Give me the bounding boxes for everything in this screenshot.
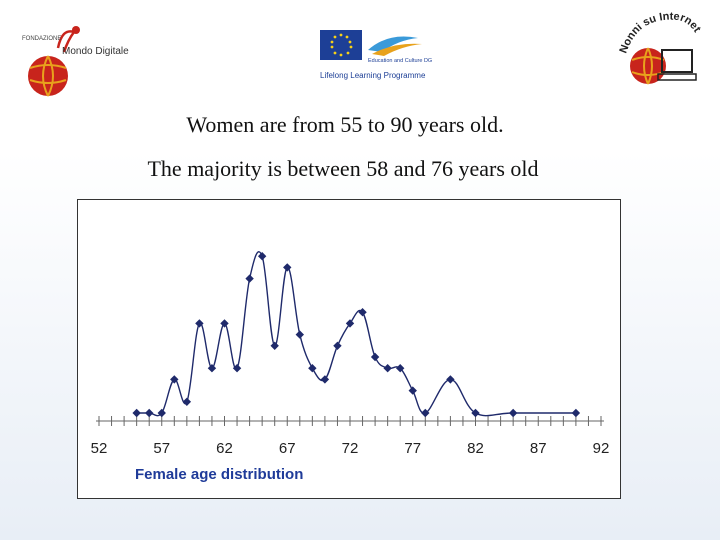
series-line: [136, 251, 576, 417]
data-point-marker: [195, 319, 204, 328]
data-point-marker: [508, 408, 518, 418]
swoosh-icon: [368, 36, 418, 52]
data-point-marker: [270, 341, 279, 350]
data-point-marker: [471, 408, 480, 418]
data-point-marker: [308, 364, 317, 373]
data-point-marker: [370, 352, 380, 362]
x-tick-label: 77: [404, 440, 421, 457]
logo-left-small-text: FONDAZIONE: [22, 36, 61, 42]
data-point-marker: [408, 386, 417, 395]
x-tick-label: 82: [467, 440, 484, 457]
data-point-marker: [571, 408, 581, 418]
nonni-su-internet-logo: Nonni su Internet: [618, 11, 703, 85]
data-point-marker: [220, 319, 229, 328]
data-point-marker: [182, 397, 192, 406]
x-tick-label: 57: [153, 440, 170, 457]
x-tick-label: 67: [279, 440, 296, 457]
logo-center-dg-text: Education and Culture DG: [368, 58, 432, 64]
data-point-marker: [157, 408, 166, 418]
data-point-marker: [295, 330, 304, 339]
data-point-marker: [132, 408, 141, 418]
data-markers: [132, 252, 581, 418]
logo-right-text: Nonni su Internet: [618, 11, 703, 55]
globe-icon: [630, 48, 666, 84]
computer-icon: [661, 49, 693, 73]
x-tick-labels: 52 57 62 67 72 77 82 87 92: [91, 440, 610, 457]
data-point-marker: [283, 263, 292, 272]
data-point-marker: [232, 364, 242, 373]
data-point-marker: [170, 375, 179, 384]
mondo-digitale-logo: FONDAZIONE Mondo Digitale: [22, 26, 129, 97]
data-point-marker: [396, 364, 405, 373]
x-tick-label: 52: [91, 440, 108, 457]
logo-center-llp-text: Lifelong Learning Programme: [320, 71, 426, 80]
eu-lifelong-learning-logo: Education and Culture DG Lifelong Learni…: [320, 30, 432, 80]
age-distribution-chart: 52 57 62 67 72 77 82 87 92 Female age distributi…: [91, 251, 610, 483]
heading-line-2: The majority is between 58 and 76 years …: [147, 156, 539, 181]
data-point-marker: [421, 408, 430, 418]
x-axis: [96, 416, 604, 426]
x-tick-label: 87: [530, 440, 547, 457]
heading-line-1: Women are from 55 to 90 years old.: [186, 112, 504, 137]
chart-container: 52 57 62 67 72 77 82 87 92 Female age distributi…: [77, 199, 621, 499]
data-point-marker: [257, 252, 267, 261]
x-tick-label: 62: [216, 440, 233, 457]
data-point-marker: [145, 408, 154, 418]
logo-left-main-text: Mondo Digitale: [62, 46, 129, 57]
data-point-marker: [446, 375, 455, 384]
data-point-marker: [320, 375, 330, 384]
data-point-marker: [345, 319, 355, 328]
x-tick-label: 72: [342, 440, 359, 457]
data-point-marker: [358, 308, 367, 317]
data-point-marker: [207, 364, 217, 373]
data-point-marker: [333, 341, 342, 350]
globe-icon: [28, 56, 68, 96]
x-axis-label: Female age distribution: [135, 466, 303, 483]
data-point-marker: [245, 274, 254, 283]
data-point-marker: [383, 364, 392, 373]
x-tick-label: 92: [593, 440, 610, 457]
